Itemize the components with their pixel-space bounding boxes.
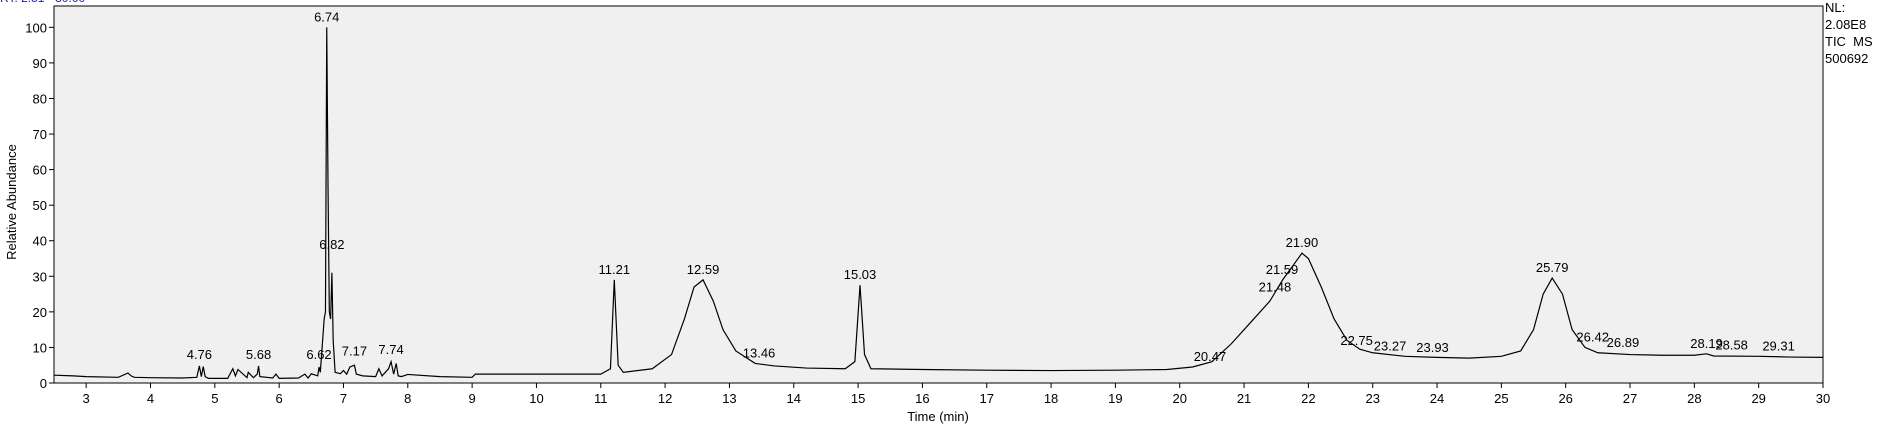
peak-label: 28.58 xyxy=(1715,337,1748,352)
peak-label: 22.75 xyxy=(1340,333,1373,348)
peak-label: 15.03 xyxy=(844,267,877,282)
x-tick-label: 28 xyxy=(1687,391,1701,406)
x-tick-label: 23 xyxy=(1365,391,1379,406)
peak-label: 11.21 xyxy=(599,262,631,277)
x-tick-label: 10 xyxy=(529,391,543,406)
y-tick-label: 10 xyxy=(33,340,47,355)
peak-label: 6.82 xyxy=(319,237,344,252)
x-tick-label: 7 xyxy=(340,391,347,406)
x-tick-label: 20 xyxy=(1172,391,1186,406)
plot-area xyxy=(53,5,1824,384)
x-tick-label: 11 xyxy=(594,391,608,406)
x-tick-label: 14 xyxy=(787,391,801,406)
y-tick-label: 40 xyxy=(33,234,47,249)
y-tick-label: 80 xyxy=(33,91,47,106)
side-note: 2.08E8 xyxy=(1825,17,1866,32)
side-note: TIC MS xyxy=(1825,34,1873,49)
x-tick-label: 5 xyxy=(211,391,218,406)
y-tick-label: 20 xyxy=(33,305,47,320)
side-note: NL: xyxy=(1825,0,1845,15)
peak-label: 21.90 xyxy=(1286,235,1319,250)
y-tick-label: 90 xyxy=(33,56,47,71)
x-tick-label: 17 xyxy=(980,391,994,406)
peak-label: 20.47 xyxy=(1194,349,1227,364)
y-tick-label: 50 xyxy=(33,198,47,213)
peak-label: 13.46 xyxy=(743,345,776,360)
x-tick-label: 22 xyxy=(1301,391,1315,406)
peak-label: 4.76 xyxy=(187,347,212,362)
y-tick-label: 0 xyxy=(40,376,47,391)
x-tick-label: 19 xyxy=(1108,391,1122,406)
peak-label: 21.59 xyxy=(1266,262,1299,277)
y-axis-label: Relative Abundance xyxy=(4,144,19,260)
x-tick-label: 15 xyxy=(851,391,865,406)
x-tick-label: 8 xyxy=(404,391,411,406)
peak-label: 26.89 xyxy=(1607,335,1640,350)
side-note: 500692 xyxy=(1825,51,1868,66)
peak-label: 23.93 xyxy=(1416,340,1449,355)
y-tick-label: 60 xyxy=(33,163,47,178)
trace xyxy=(53,27,1824,379)
x-tick-label: 9 xyxy=(469,391,476,406)
peak-label: 29.31 xyxy=(1762,338,1795,353)
x-axis-label: Time (min) xyxy=(907,409,969,424)
peak-label: 5.68 xyxy=(246,347,271,362)
x-tick-label: 25 xyxy=(1494,391,1508,406)
x-tick-label: 4 xyxy=(147,391,154,406)
peak-label: 26.42 xyxy=(1576,329,1609,344)
x-tick-label: 3 xyxy=(83,391,90,406)
range-label: RT: 2.51 - 30.00 xyxy=(0,0,85,5)
x-tick-label: 30 xyxy=(1816,391,1830,406)
x-tick-label: 6 xyxy=(276,391,283,406)
peak-label: 7.74 xyxy=(378,342,403,357)
peak-label: 7.17 xyxy=(342,344,367,359)
x-tick-label: 21 xyxy=(1237,391,1251,406)
peak-label: 25.79 xyxy=(1536,260,1569,275)
x-tick-label: 27 xyxy=(1623,391,1637,406)
y-tick-label: 70 xyxy=(33,127,47,142)
peak-label: 21.48 xyxy=(1259,280,1292,295)
x-tick-label: 16 xyxy=(915,391,929,406)
peak-label: 6.74 xyxy=(314,9,339,24)
x-tick-label: 26 xyxy=(1558,391,1572,406)
x-tick-label: 12 xyxy=(658,391,672,406)
x-tick-label: 24 xyxy=(1430,391,1444,406)
y-tick-label: 100 xyxy=(25,20,47,35)
x-tick-label: 29 xyxy=(1751,391,1765,406)
peak-label: 23.27 xyxy=(1374,338,1407,353)
y-tick-label: 30 xyxy=(33,269,47,284)
peak-label: 28.19 xyxy=(1690,336,1723,351)
x-tick-label: 18 xyxy=(1044,391,1058,406)
x-tick-label: 13 xyxy=(722,391,736,406)
peak-label: 12.59 xyxy=(687,262,720,277)
peak-label: 6.62 xyxy=(306,347,331,362)
